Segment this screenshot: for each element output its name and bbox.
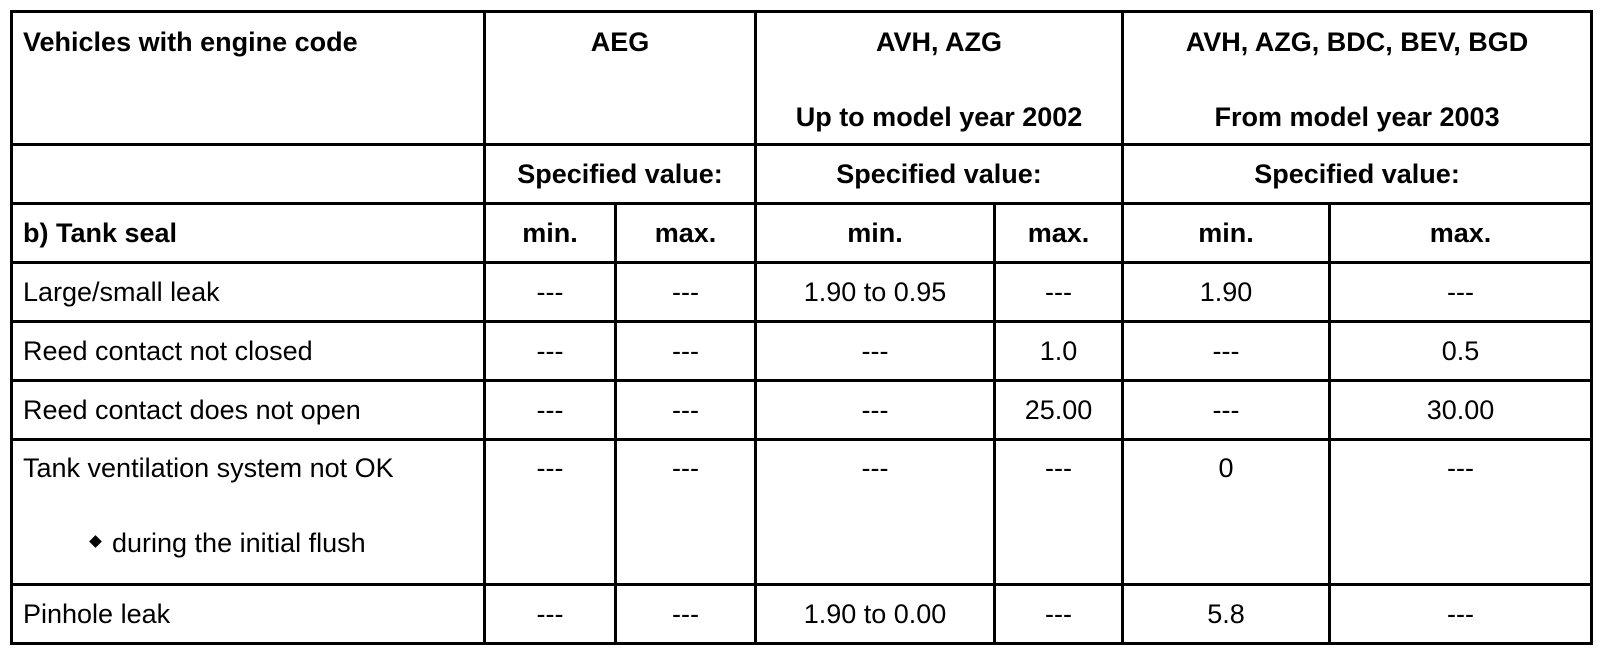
group-cell: AVH, AZG, BDC, BEV, BGD From model year 2…: [1121, 10, 1594, 146]
column-label: b) Tank seal: [10, 202, 486, 264]
value-cell: ---: [1328, 261, 1594, 323]
value-cell: ---: [483, 583, 617, 645]
value-cell: ---: [613, 320, 758, 382]
group-title: AVH, AZG, BDC, BEV, BGD: [1185, 27, 1529, 57]
value-cell: ---: [483, 261, 617, 323]
data-row: Tank ventilation system not OK during the…: [10, 438, 1594, 586]
value-cell: ---: [613, 261, 758, 323]
value-cell: ---: [1121, 320, 1332, 382]
spec-label: Specified value:: [1121, 143, 1594, 205]
column-sub: max.: [613, 202, 758, 264]
value-cell: ---: [754, 320, 997, 382]
data-row: Reed contact does not open --- --- --- 25.00…: [10, 379, 1594, 441]
table-body: Vehicles with engine code AEG AVH, AZG Up t…: [10, 10, 1594, 645]
row-label: Reed contact not closed: [23, 335, 313, 366]
group-subtitle: Up to model year 2002: [795, 102, 1083, 132]
empty-cell: [10, 143, 486, 205]
column-sub: max.: [1328, 202, 1594, 264]
value-cell: 1.90 to 0.00: [754, 583, 997, 645]
row-label-cell: Pinhole leak: [10, 583, 486, 645]
value-cell: ---: [1328, 438, 1594, 586]
data-row: Reed contact not closed --- --- --- 1.0 --- 0.…: [10, 320, 1594, 382]
value-cell: ---: [1121, 379, 1332, 441]
group-subtitle: From model year 2003: [1214, 102, 1500, 132]
column-sub: min.: [1121, 202, 1332, 264]
value-cell: ---: [483, 438, 617, 586]
value-cell: ---: [613, 379, 758, 441]
value-cell: ---: [483, 379, 617, 441]
value-cell: ---: [993, 261, 1125, 323]
bullet: [89, 535, 102, 548]
value-cell: 1.90 to 0.95: [754, 261, 997, 323]
value-cell: 1.90: [1121, 261, 1332, 323]
row-label: Pinhole leak: [23, 598, 171, 629]
row-note: during the initial flush: [112, 528, 366, 558]
value-cell: ---: [993, 438, 1125, 586]
row-label-cell: Reed contact not closed: [10, 320, 486, 382]
row-label: Large/small leak: [23, 276, 220, 307]
value-cell: 0: [1121, 438, 1332, 586]
value-cell: 0.5: [1328, 320, 1594, 382]
value-cell: ---: [613, 583, 758, 645]
value-cell: 25.00: [993, 379, 1125, 441]
value-cell: 5.8: [1121, 583, 1332, 645]
spec-row: Specified value: Specified value: Specifie…: [10, 143, 1594, 205]
row-label-cell: Tank ventilation system not OK during the…: [10, 438, 486, 586]
spec-label: Specified value:: [482, 143, 758, 205]
row-note-line: during the initial flush: [23, 528, 473, 559]
row-label: Reed contact does not open: [23, 394, 361, 425]
value-cell: ---: [754, 379, 997, 441]
group-cell: AVH, AZG Up to model year 2002: [754, 10, 1125, 146]
data-row: Pinhole leak --- --- 1.90 to 0.00 --- 5.8 ---: [10, 583, 1594, 645]
column-sub: max.: [993, 202, 1125, 264]
header-cell: Vehicles with engine code: [10, 10, 486, 146]
value-cell: ---: [993, 583, 1125, 645]
row-label-cell: Large/small leak: [10, 261, 486, 323]
column-sub: min.: [483, 202, 617, 264]
spec-table: Vehicles with engine code AEG AVH, AZG Up t…: [10, 10, 1594, 645]
group-title: AEG: [590, 27, 650, 57]
row-label-cell: Reed contact does not open: [10, 379, 486, 441]
value-cell: 1.0: [993, 320, 1125, 382]
group-cell: AEG: [482, 10, 758, 146]
group-title: AVH, AZG: [876, 27, 1003, 57]
value-cell: ---: [1328, 583, 1594, 645]
value-cell: ---: [613, 438, 758, 586]
data-row: Large/small leak --- --- 1.90 to 0.95 --- 1.9…: [10, 261, 1594, 323]
value-cell: ---: [754, 438, 997, 586]
spec-label: Specified value:: [754, 143, 1125, 205]
row-label: Tank ventilation system not OK: [23, 453, 394, 483]
header-text: Vehicles with engine code: [23, 27, 358, 57]
value-cell: 30.00: [1328, 379, 1594, 441]
value-cell: ---: [483, 320, 617, 382]
header-row: Vehicles with engine code AEG AVH, AZG Up t…: [10, 10, 1594, 146]
column-row: b) Tank seal min. max. min. max. min. max.: [10, 202, 1594, 264]
column-sub: min.: [754, 202, 997, 264]
